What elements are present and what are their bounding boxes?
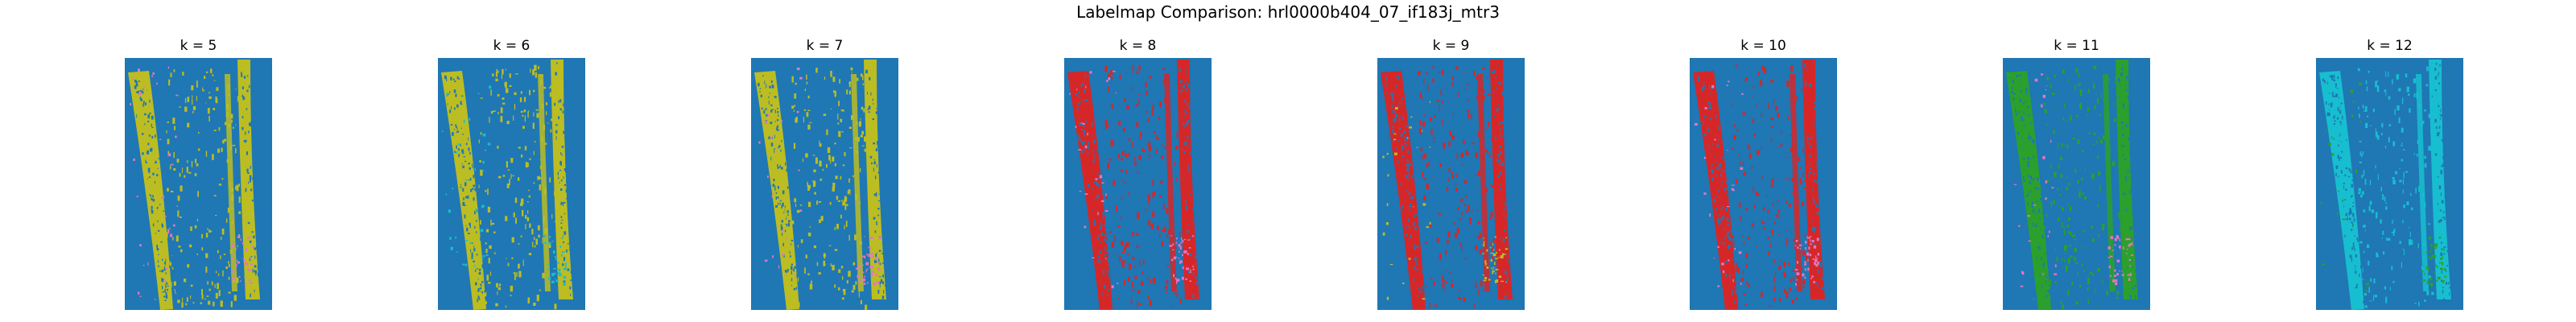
labelmap-accent-clusters (2013, 73, 2133, 299)
labelmap-image (438, 58, 585, 310)
labelmap-region (851, 74, 864, 291)
panel-title: k = 8 (1119, 38, 1157, 54)
labelmap-region (538, 74, 551, 291)
labelmap-region (2416, 74, 2429, 291)
labelmap-region (2319, 71, 2364, 310)
labelmap-accent-clusters (1069, 70, 1195, 289)
labelmap-region (1490, 60, 1513, 299)
labelmap-holes (1697, 62, 1824, 308)
panel-title: k = 6 (493, 38, 530, 54)
labelmap-image (1690, 58, 1837, 310)
labelmap-region (128, 71, 173, 310)
labelmap-region (1067, 71, 1113, 310)
labelmap-holes (1075, 68, 1199, 303)
labelmap-region (2429, 60, 2451, 299)
labelmap-image (2003, 58, 2150, 310)
labelmap-speckles (478, 64, 557, 310)
labelmap-holes (2322, 63, 2451, 306)
labelmap-region (237, 60, 260, 299)
labelmap-speckles (166, 68, 242, 308)
labelmap-region (1693, 71, 1738, 310)
labelmap-region (1164, 74, 1177, 291)
panel-title: k = 12 (2367, 38, 2413, 54)
labelmap-region (1790, 74, 1802, 291)
labelmap-accent-clusters (1382, 101, 1509, 300)
labelmap-accent-clusters (442, 85, 567, 286)
labelmap-region (1477, 74, 1490, 291)
labelmap-image (751, 58, 898, 310)
labelmap-region (754, 71, 799, 310)
labelmap-region (2006, 71, 2051, 310)
labelmap-accent-clusters (130, 66, 254, 300)
labelmap-holes (2009, 64, 2137, 307)
panel-title: k = 9 (1432, 38, 1470, 54)
labelmap-region (1381, 71, 1426, 310)
labelmap-accent-clusters (2320, 81, 2447, 292)
labelmap-holes (1385, 64, 1513, 299)
figure-title: Labelmap Comparison: hrl0000b404_07_if18… (1076, 2, 1500, 22)
panel-title: k = 11 (2054, 38, 2099, 54)
labelmap-region (1177, 60, 1199, 299)
labelmap-holes (444, 62, 573, 306)
labelmap-accent-clusters (1694, 80, 1820, 287)
labelmap-image (125, 58, 272, 310)
panel-title: k = 5 (180, 38, 217, 54)
panel-title: k = 10 (1740, 38, 1786, 54)
labelmap-image (1064, 58, 1212, 310)
labelmap-speckles (2043, 65, 2122, 309)
labelmap-speckles (1104, 64, 1182, 308)
labelmap-speckles (1730, 64, 1809, 308)
labelmap-speckles (791, 67, 870, 310)
labelmap-image (1377, 58, 1525, 310)
labelmap-holes (758, 69, 886, 303)
labelmap-accent-clusters (758, 67, 881, 286)
panel-title: k = 7 (806, 38, 844, 54)
labelmap-speckles (2356, 66, 2435, 308)
labelmap-holes (134, 72, 260, 307)
labelmap-image (2316, 58, 2463, 310)
